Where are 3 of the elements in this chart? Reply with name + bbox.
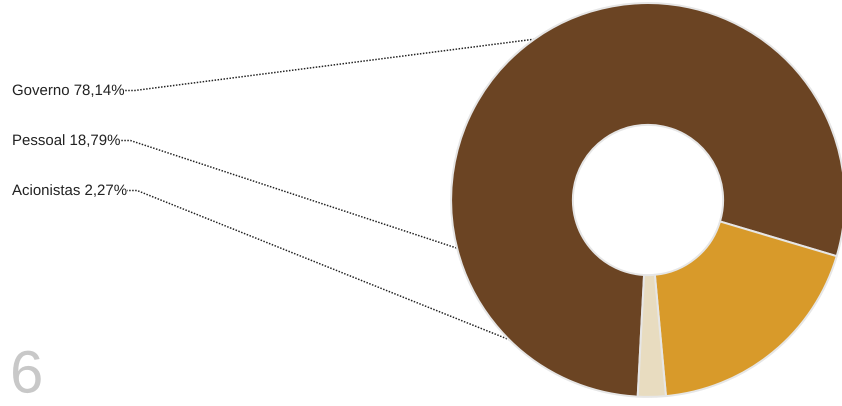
slice-label: Governo 78,14% bbox=[12, 82, 125, 99]
slice-label: Pessoal 18,79% bbox=[12, 132, 120, 149]
slice-label: Acionistas 2,27% bbox=[12, 182, 128, 199]
